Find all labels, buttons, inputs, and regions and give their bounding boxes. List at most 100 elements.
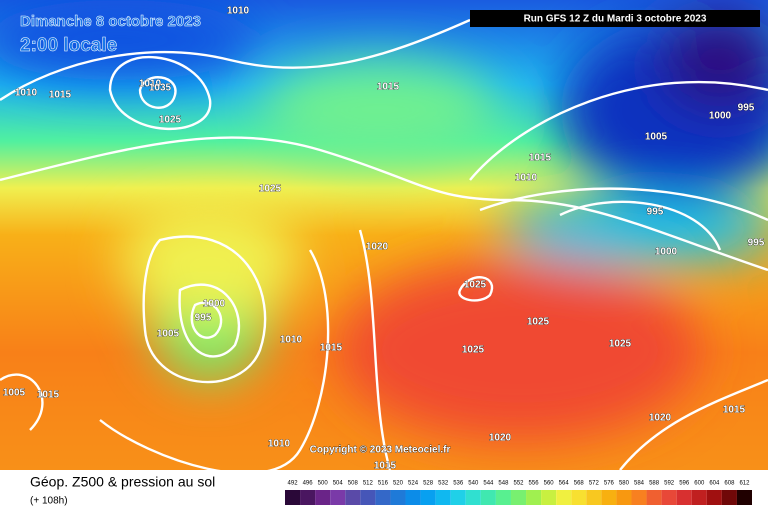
legend-swatch [450, 490, 466, 505]
legend-swatch [586, 490, 602, 505]
isobar-label: 1025 [259, 184, 282, 195]
footer-title: Géop. Z500 & pression au sol [30, 474, 215, 490]
legend-swatch [571, 490, 587, 505]
isobar-label: 1015 [320, 343, 343, 354]
isobar-label: 1000 [709, 111, 732, 122]
legend-tick-label: 528 [423, 481, 434, 487]
legend-swatch [526, 490, 542, 505]
legend-tick-label: 588 [649, 481, 660, 487]
legend-swatch [736, 490, 752, 505]
legend-tick-label: 512 [363, 481, 374, 487]
legend-swatch [601, 490, 617, 505]
legend-swatch [510, 490, 527, 505]
isobar-label: 1010 [280, 335, 303, 346]
legend-swatch [390, 490, 406, 505]
legend-swatch [405, 490, 421, 505]
isobar-label: 995 [748, 238, 765, 249]
date: Dimanche 8 octobre 2023 [20, 13, 201, 30]
legend-swatch [556, 490, 572, 505]
isobar-label: 1000 [655, 247, 678, 258]
legend-swatch [495, 490, 511, 505]
legend-tick-label: 504 [333, 481, 344, 487]
isobar-label: 1015 [723, 405, 746, 416]
isobar-label: 995 [647, 207, 664, 218]
run-box [470, 10, 760, 27]
isobar-label: 1025 [462, 345, 485, 356]
isobar-label: 995 [195, 313, 212, 324]
legend-tick-label: 592 [664, 481, 675, 487]
legend-tick-label: 540 [468, 481, 479, 487]
legend-tick-label: 544 [483, 481, 494, 487]
run: Run GFS 12 Z du Mardi 3 octobre 2023 [524, 14, 707, 25]
legend-tick-label: 556 [529, 481, 540, 487]
legend-tick-label: 572 [589, 481, 600, 487]
legend-swatch [345, 490, 361, 505]
isobar-label: 1015 [377, 82, 400, 93]
isobar-label: 1020 [649, 413, 672, 424]
legend-swatch [676, 490, 692, 505]
legend-tick-label: 548 [498, 481, 509, 487]
legend-swatch [661, 490, 677, 505]
legend-tick-label: 604 [709, 481, 720, 487]
isobar-label: 1005 [157, 329, 180, 340]
isobar-label: 1005 [645, 132, 668, 143]
legend-tick-label: 532 [438, 481, 449, 487]
isobar-label: 1010 [227, 6, 250, 17]
legend-swatch [285, 490, 301, 505]
isobar-label: 1005 [3, 388, 26, 399]
isobar-label: 1015 [49, 90, 72, 101]
copyright: Copyright © 2023 Meteociel.fr [310, 445, 451, 456]
isobar-label: 1015 [529, 153, 552, 164]
legend-tick-label: 600 [694, 481, 705, 487]
time: 2:00 locale [20, 35, 117, 56]
legend-swatch [360, 490, 376, 505]
legend-swatch [691, 490, 707, 505]
legend-tick-label: 524 [408, 481, 419, 487]
legend-swatch [330, 490, 346, 505]
legend-swatch [721, 490, 737, 505]
legend-tick-label: 612 [739, 481, 750, 487]
legend-swatch [315, 490, 331, 505]
legend-swatch [646, 490, 662, 505]
isobar-label: 1000 [203, 299, 226, 310]
legend-tick-label: 520 [393, 481, 404, 487]
legend-tick-label: 584 [634, 481, 645, 487]
legend-tick-label: 516 [378, 481, 389, 487]
legend-tick-label: 608 [724, 481, 735, 487]
legend-tick-label: 568 [574, 481, 585, 487]
legend-tick-label: 536 [453, 481, 464, 487]
isobar-label: 1025 [159, 115, 182, 126]
legend-swatch [300, 490, 316, 505]
isobar-label: 1020 [489, 433, 512, 444]
isobar-label: 1025 [609, 339, 632, 350]
legend-tick-label: 552 [513, 481, 524, 487]
footer-lead: (+ 108h) [30, 496, 68, 507]
legend-tick-label: 596 [679, 481, 690, 487]
isobar-label: 1025 [527, 317, 550, 328]
legend-tick-label: 492 [288, 481, 299, 487]
isobar-label: 1015 [374, 461, 397, 472]
legend-swatch [420, 490, 436, 505]
isobar-label: 995 [738, 103, 755, 114]
legend-tick-label: 576 [604, 481, 615, 487]
isobar-label: 1010 [268, 439, 291, 450]
legend-swatch [631, 490, 647, 505]
isobars [0, 18, 768, 475]
legend-swatch [616, 490, 632, 505]
legend-tick-label: 564 [559, 481, 570, 487]
legend-tick-label: 496 [303, 481, 314, 487]
isobar-label: 1010 [139, 79, 162, 90]
isobar-label: 1015 [37, 390, 60, 401]
legend-swatch [465, 490, 481, 505]
field-blobs [0, 0, 768, 440]
legend-tick-label: 560 [544, 481, 555, 487]
isobar-label: 1035 [149, 83, 172, 94]
isobar-label: 1010 [515, 173, 538, 184]
isobar-label: 1010 [15, 88, 38, 99]
legend-tick-label: 508 [348, 481, 359, 487]
legend-tick-label: 580 [619, 481, 630, 487]
legend-tick-label: 500 [318, 481, 329, 487]
isobar-label: 1020 [366, 242, 389, 253]
isobar-label: 1025 [464, 280, 487, 291]
